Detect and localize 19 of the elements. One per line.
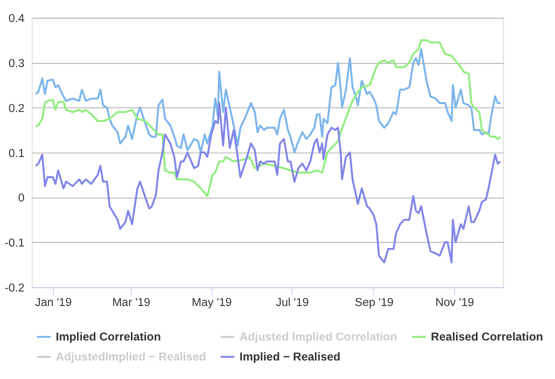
y-tick-label: -0.1 xyxy=(4,238,25,250)
y-tick-label: 0.2 xyxy=(8,102,25,115)
x-tick-label: Jan '19 xyxy=(34,296,72,309)
x-tick-label: May '19 xyxy=(192,296,232,309)
x-tick-label: Sep '19 xyxy=(354,296,394,309)
y-tick-label: -0.2 xyxy=(4,282,25,294)
legend-label: Implied Correlation xyxy=(56,332,161,344)
legend-label: Realised Correlation xyxy=(430,332,544,344)
y-tick-label: 0 xyxy=(18,192,25,205)
legend-label: Implied − Realised xyxy=(240,352,340,364)
x-tick-label: Nov '19 xyxy=(435,296,474,309)
line-series xyxy=(34,39,502,197)
y-tick-label: 0.4 xyxy=(8,13,26,26)
x-tick-label: Jul '19 xyxy=(276,296,309,309)
y-tick-label: 0.1 xyxy=(8,148,25,160)
y-tick-label: 0.3 xyxy=(8,58,25,70)
line-series xyxy=(34,48,502,154)
line-series xyxy=(34,102,502,264)
x-tick-label: Mar '19 xyxy=(112,296,150,309)
